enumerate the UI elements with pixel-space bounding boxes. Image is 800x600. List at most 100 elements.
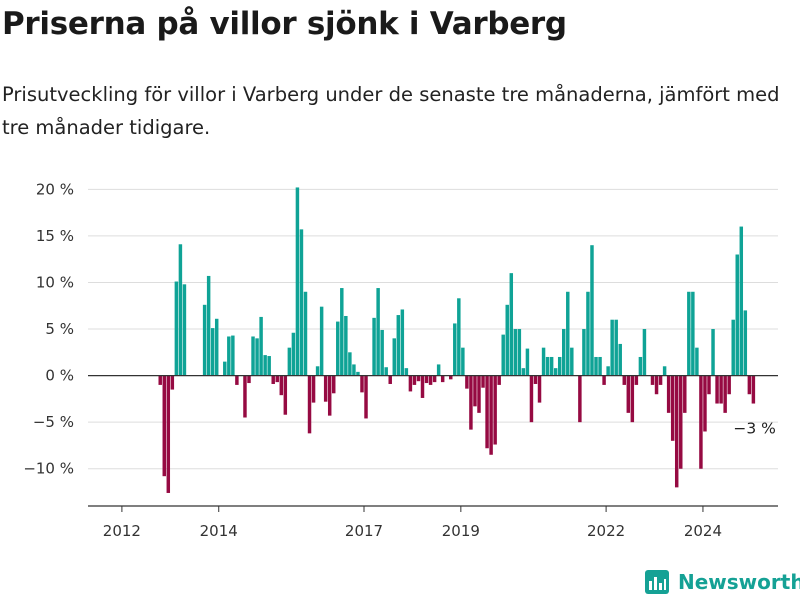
bar [735, 254, 739, 376]
bar [529, 375, 534, 423]
bar [404, 368, 409, 376]
bar [638, 356, 643, 376]
bar [327, 375, 332, 416]
chart-title: Priserna på villor sjönk i Varberg [2, 6, 567, 42]
bar [541, 347, 546, 376]
bar [719, 375, 723, 404]
bar [384, 367, 388, 376]
y-tick-label: 0 % [45, 367, 74, 385]
bar [731, 319, 735, 376]
bar [687, 291, 691, 376]
bar [432, 375, 437, 383]
bar [699, 375, 703, 469]
bar [388, 375, 392, 384]
bar [170, 375, 175, 390]
bar [259, 316, 263, 376]
bar [533, 375, 538, 384]
bar [210, 328, 215, 376]
bar [307, 375, 312, 434]
bar [505, 304, 509, 376]
bar [223, 361, 227, 376]
y-axis-labels: 20 % 15 % 10 % 5 % 0 % −5 % −10 % [23, 180, 74, 477]
bar [751, 375, 756, 404]
bar [380, 329, 384, 376]
bar [206, 275, 211, 376]
bar [251, 336, 255, 376]
bar [747, 375, 752, 395]
bar [469, 375, 473, 430]
bar [707, 375, 711, 395]
bar [400, 309, 405, 376]
x-tick-label: 2017 [345, 522, 383, 540]
y-tick-label: 5 % [45, 320, 74, 338]
bar [332, 375, 336, 394]
bar [162, 375, 166, 477]
bar [634, 375, 639, 385]
bar [582, 329, 586, 376]
x-tick-label: 2019 [442, 522, 480, 540]
bar [570, 347, 574, 376]
bar [279, 375, 284, 396]
bar [711, 329, 715, 376]
bar [549, 356, 554, 376]
bar [513, 329, 518, 376]
bar [590, 245, 594, 376]
bar [420, 375, 425, 398]
bar [670, 375, 675, 441]
bar [715, 375, 719, 404]
brand-name: Newsworthy [678, 570, 800, 594]
bar [683, 375, 687, 413]
axes [88, 375, 778, 512]
bar [247, 375, 251, 384]
bar [723, 375, 727, 413]
bar [275, 375, 279, 383]
bar [424, 375, 429, 384]
y-tick-label: 10 % [36, 273, 74, 291]
bar [674, 375, 679, 488]
bar [303, 291, 308, 376]
bar [662, 366, 667, 376]
bar [557, 356, 562, 376]
x-tick-label: 2012 [103, 522, 141, 540]
bar [348, 352, 352, 376]
x-tick-label: 2014 [200, 522, 238, 540]
bar [622, 375, 626, 385]
bar [509, 273, 514, 376]
bar [517, 329, 522, 376]
bar [606, 366, 610, 376]
bar [602, 375, 606, 385]
y-tick-label: −5 % [33, 413, 74, 431]
bar [202, 304, 207, 376]
bar [283, 375, 288, 415]
bar [626, 375, 631, 413]
bar [396, 315, 401, 376]
bar [695, 347, 699, 376]
bar [666, 375, 671, 413]
bar [453, 323, 457, 376]
bar [336, 321, 340, 376]
grid-lines [88, 188, 778, 470]
bar [727, 375, 731, 395]
bar [214, 318, 219, 376]
bar [243, 375, 247, 418]
bar [481, 375, 485, 388]
bar [658, 375, 663, 385]
bar [416, 375, 421, 382]
bar [497, 375, 501, 385]
bar [703, 375, 707, 432]
bar [553, 368, 558, 376]
bar [178, 244, 183, 376]
bar [489, 375, 493, 455]
bar [457, 298, 461, 376]
bar [743, 310, 748, 376]
bar [594, 356, 598, 376]
bar-chart: 20 % 15 % 10 % 5 % 0 % −5 % −10 % 2012 2014 2017… [23, 180, 778, 540]
annotations: −3 % [733, 420, 776, 438]
bar [642, 329, 647, 376]
bar [461, 347, 465, 376]
bar [291, 332, 296, 376]
bar [493, 375, 497, 445]
bar [691, 291, 695, 376]
y-tick-label: 20 % [36, 180, 74, 198]
bar [477, 375, 481, 413]
